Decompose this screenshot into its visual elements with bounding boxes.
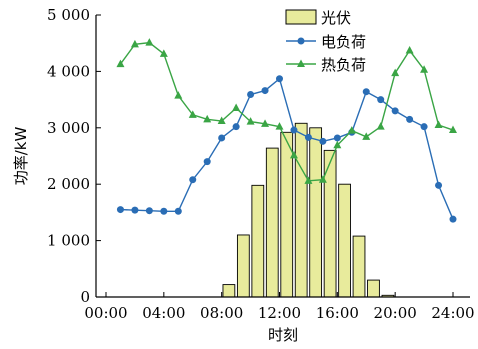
pv-bar <box>222 284 236 298</box>
elec-load-point <box>174 207 182 215</box>
heat-load-point <box>203 114 212 123</box>
elec-load-point <box>290 126 298 134</box>
elec-load-point <box>116 206 124 214</box>
y-tick-label: 0 <box>80 288 90 306</box>
elec-load-point <box>218 134 226 142</box>
heat-load-point <box>232 103 241 112</box>
elec-load-point <box>276 75 283 83</box>
pv-bar <box>265 147 279 298</box>
pv-bar <box>367 279 380 298</box>
legend-heat-marker <box>297 59 305 67</box>
heat-load-point <box>217 116 226 125</box>
y-tick-label: 4 000 <box>47 62 90 80</box>
heat-load-point <box>333 140 342 149</box>
heat-load-point <box>145 38 154 46</box>
pv-bars <box>222 122 395 298</box>
y-tick-label: 1 000 <box>47 232 90 250</box>
heat-load-point <box>275 122 284 130</box>
legend: 光伏 电负荷 热负荷 <box>285 9 366 74</box>
x-ticks: 00:00 04:00 08:00 12:00 16:00 20:00 24:00 <box>84 292 475 322</box>
x-tick-label: 16:00 <box>316 304 359 322</box>
x-tick-label: 00:00 <box>84 304 127 322</box>
elec-load-point <box>232 123 240 131</box>
elec-load-point <box>449 215 457 223</box>
legend-pv-label: 光伏 <box>321 9 351 27</box>
heat-load-point <box>116 59 125 68</box>
heat-load-point <box>347 126 356 134</box>
elec-load-point <box>131 206 139 214</box>
y-tick-label: 3 000 <box>47 119 90 137</box>
pv-bar <box>294 122 308 298</box>
pv-bar <box>352 235 366 298</box>
x-tick-label: 12:00 <box>258 304 301 322</box>
elec-load-point <box>435 181 443 189</box>
x-tick-label: 20:00 <box>374 304 417 322</box>
y-ticks: 0 1 000 2 000 3 000 4 000 5 000 <box>47 6 101 306</box>
heat-load-point <box>362 132 371 140</box>
elec-load-point <box>333 134 341 142</box>
x-axis-title: 时刻 <box>268 326 298 344</box>
heat-load-point <box>304 176 313 184</box>
pv-bar <box>338 183 351 298</box>
heat-load-point <box>159 49 168 57</box>
legend-pv-swatch <box>285 9 317 25</box>
legend-elec-label: 电负荷 <box>321 33 366 51</box>
y-axis-title: 功率/kW <box>12 127 30 186</box>
elec-load-point <box>319 137 327 145</box>
x-tick-label: 24:00 <box>431 304 474 322</box>
elec-load-point <box>377 96 385 104</box>
heat-load-point <box>318 175 327 183</box>
heat-load-point <box>405 46 414 54</box>
elec-load-point <box>304 133 312 141</box>
heat-load-point <box>420 65 429 73</box>
elec-load-point <box>420 123 428 131</box>
heat-load-point <box>289 150 298 159</box>
legend-heat-label: 热负荷 <box>321 56 366 74</box>
heat-load-point <box>188 110 197 118</box>
heat-load-point <box>130 39 139 48</box>
elec-load-point <box>362 88 370 96</box>
heat-load-point <box>261 119 270 127</box>
elec-load-point <box>145 207 153 215</box>
pv-bar <box>251 184 265 298</box>
heat-load-point <box>449 125 457 134</box>
x-tick-label: 04:00 <box>142 304 185 322</box>
pv-bar <box>236 234 250 298</box>
legend-elec-marker <box>297 37 305 45</box>
elec-load-point <box>203 158 211 166</box>
y-tick-label: 2 000 <box>47 175 90 193</box>
y-tick-label: 5 000 <box>47 6 90 24</box>
heat-load-point <box>174 91 183 99</box>
heat-load-point <box>434 120 443 128</box>
elec-load-point <box>261 87 269 95</box>
heat-load-point <box>376 122 385 130</box>
elec-load-point <box>189 176 197 184</box>
load-lines <box>116 38 457 223</box>
pv-bar <box>309 127 323 298</box>
elec-load-point <box>391 107 399 115</box>
elec-load-point <box>406 115 414 123</box>
heat-load-line <box>119 41 454 182</box>
heat-load-point <box>246 117 255 125</box>
heat-load-point <box>391 68 400 77</box>
elec-load-point <box>160 207 168 215</box>
elec-load-point <box>247 91 255 99</box>
x-tick-label: 08:00 <box>200 304 243 322</box>
